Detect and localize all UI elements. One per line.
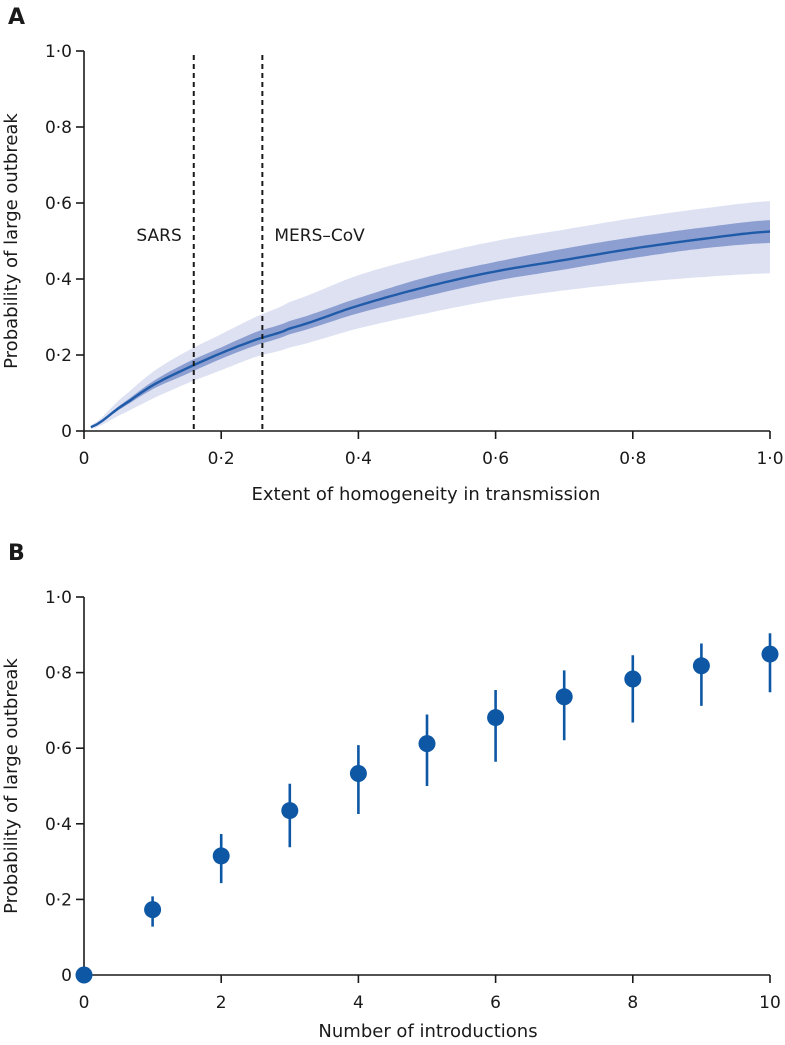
panel-a-y-tick-label: 0 — [61, 422, 72, 442]
panel-b-letter: B — [8, 541, 25, 566]
data-point — [624, 670, 642, 688]
panel-a-x-tick-label: 0·4 — [345, 449, 372, 469]
probability-curve — [90, 230, 771, 429]
panel-b-ylabel: Probability of large outbreak — [1, 658, 22, 914]
data-point — [349, 765, 367, 783]
panel-b-x-tick-label: 4 — [353, 993, 364, 1013]
panel-b: B 0 0·2 0·4 0·6 0·8 1·0 0 2 4 6 8 10 Number of intr… — [1, 541, 781, 1042]
data-point — [692, 657, 710, 675]
reference-label: SARS — [136, 226, 181, 246]
panel-b-x-tick-label: 0 — [79, 993, 90, 1013]
data-point — [487, 709, 505, 727]
panel-a-x-tick-label: 1·0 — [756, 449, 783, 469]
panel-a-ylabel: Probability of large outbreak — [1, 113, 22, 369]
panel-a-y-tick-label: 1·0 — [45, 42, 72, 62]
panel-b-y-tick-label: 0·8 — [45, 664, 72, 684]
data-point — [418, 735, 436, 753]
panel-a-xlabel: Extent of homogeneity in transmission — [252, 484, 601, 505]
panel-b-x-tick-label: 8 — [627, 993, 638, 1013]
panel-b-y-tick-label: 1·0 — [45, 588, 72, 608]
panel-a-x-tick-label: 0 — [79, 449, 90, 469]
panel-a-x-tick-label: 0·8 — [619, 449, 646, 469]
panel-a-y-tick-label: 0·4 — [45, 270, 72, 290]
panel-b-x-tick-label: 10 — [759, 993, 781, 1013]
panel-b-xlabel: Number of introductions — [318, 1021, 537, 1042]
panel-b-y-tick-label: 0·2 — [45, 890, 72, 910]
panel-b-y-tick-label: 0·6 — [45, 739, 72, 759]
panel-a-plot-area: SARS MERS–CoV 0 0·2 0·4 0·6 0·8 1·0 0 0·2 0·4 0·6 0·… — [45, 42, 784, 469]
panel-b-x-tick-label: 6 — [490, 993, 501, 1013]
reference-label: MERS–CoV — [274, 226, 365, 246]
panel-b-x-tick-label: 2 — [216, 993, 227, 1013]
panel-a-x-tick-label: 0·2 — [208, 449, 235, 469]
data-point — [555, 688, 573, 706]
data-point — [761, 645, 779, 663]
panel-a-x-tick-label: 0·6 — [482, 449, 509, 469]
data-point — [281, 802, 299, 820]
data-point — [144, 901, 162, 919]
panel-b-y-tick-label: 0 — [61, 966, 72, 986]
panel-a: A SARS MERS–CoV 0 0·2 0·4 0·6 0·8 1·0 0 0·2 0·4 0·6… — [1, 5, 784, 505]
panel-a-y-tick-label: 0·8 — [45, 118, 72, 138]
panel-a-y-tick-label: 0·6 — [45, 194, 72, 214]
panel-b-y-tick-label: 0·4 — [45, 815, 72, 835]
data-point — [212, 847, 230, 865]
panel-a-letter: A — [8, 5, 25, 30]
inner-confidence-band — [90, 220, 770, 428]
data-point — [75, 966, 93, 984]
panel-a-y-tick-label: 0·2 — [45, 346, 72, 366]
panel-b-plot-area: 0 0·2 0·4 0·6 0·8 1·0 0 2 4 6 8 10 — [45, 588, 781, 1013]
